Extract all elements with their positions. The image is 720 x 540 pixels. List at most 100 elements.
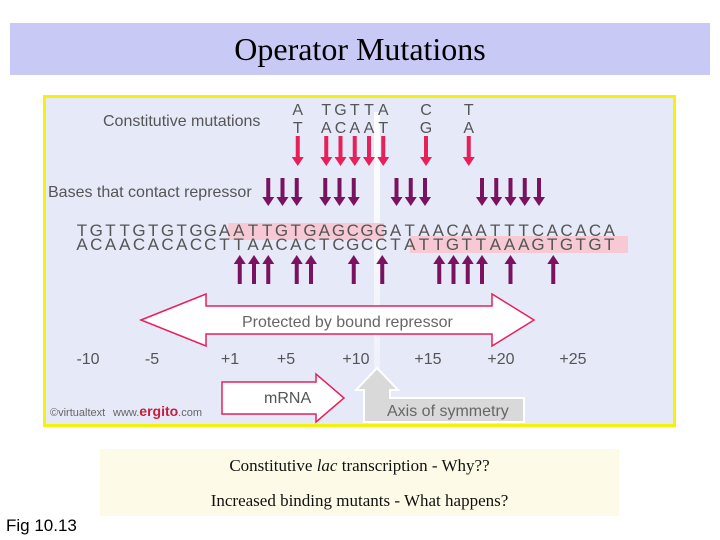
bottom-contact-arrow — [547, 255, 560, 284]
bottom-contact-arrow — [504, 255, 517, 284]
slide-title: Operator Mutations — [234, 30, 486, 67]
mutation-to: C — [335, 120, 347, 137]
title-bar: Operator Mutations — [10, 23, 710, 75]
bottom-base: C — [133, 235, 145, 254]
top-base: G — [132, 221, 145, 240]
symmetry-axis-line — [374, 112, 380, 402]
top-base: A — [433, 221, 445, 240]
caption-line-1-pre: Constitutive — [229, 456, 317, 475]
top-base: A — [390, 221, 402, 240]
top-base: A — [475, 221, 487, 240]
top-base: C — [560, 221, 572, 240]
operator-diagram: Constitutive mutations Bases that contac… — [43, 95, 676, 427]
top-base: G — [332, 221, 345, 240]
top-contact-arrow — [347, 178, 360, 206]
bottom-base: C — [275, 235, 287, 254]
position-label: -5 — [145, 351, 159, 368]
mutation-arrow — [377, 136, 390, 166]
bottom-base: T — [234, 235, 244, 254]
top-contact-arrow — [404, 178, 417, 206]
position-scale: -10 -5 +1 +5 +10 +15 +20 +25 — [76, 351, 586, 368]
top-base: T — [120, 221, 130, 240]
top-base: C — [589, 221, 601, 240]
top-base: C — [446, 221, 458, 240]
bottom-base: T — [390, 235, 400, 254]
bottom-base: G — [560, 235, 573, 254]
bottom-highlight-right — [410, 236, 628, 253]
mutation-arrow — [462, 136, 475, 166]
top-base: A — [219, 221, 231, 240]
mutation-arrow — [363, 136, 375, 166]
bottom-base: A — [247, 235, 259, 254]
position-label: +10 — [342, 351, 369, 368]
bottom-contact-arrow — [290, 255, 303, 284]
position-label: +15 — [414, 351, 441, 368]
top-base: G — [303, 221, 316, 240]
top-base: T — [77, 221, 87, 240]
top-base: G — [375, 221, 388, 240]
mutation-to: G — [420, 120, 432, 137]
top-base: T — [148, 221, 158, 240]
bottom-base: G — [346, 235, 359, 254]
bottom-base: A — [262, 235, 274, 254]
top-base: T — [405, 221, 415, 240]
top-base: A — [575, 221, 587, 240]
mutation-to: A — [349, 120, 360, 137]
top-base: A — [319, 221, 331, 240]
contact-bases-label: Bases that contact repressor — [48, 184, 252, 201]
mutation-to: A — [364, 120, 375, 137]
position-label: -10 — [76, 351, 99, 368]
top-contact-arrow — [533, 178, 545, 206]
bottom-contact-arrows — [233, 255, 560, 284]
bottom-base: T — [433, 235, 443, 254]
bottom-base: C — [375, 235, 387, 254]
top-highlight-left — [228, 223, 384, 240]
bottom-base: A — [518, 235, 530, 254]
credit-url-brand: ergito — [139, 403, 178, 419]
protected-region-arrow — [138, 292, 536, 348]
credit-url-prefix: www. — [112, 407, 139, 419]
top-contact-arrow — [504, 178, 517, 206]
top-base: G — [204, 221, 217, 240]
bottom-base: T — [319, 235, 329, 254]
top-contact-arrow — [518, 178, 531, 206]
mutation-to: T — [378, 120, 388, 137]
mutation-arrow — [334, 136, 347, 166]
mutation-from: T — [321, 102, 331, 119]
top-base: T — [105, 221, 115, 240]
mutation-from: T — [464, 102, 474, 119]
bottom-contact-arrow — [347, 255, 360, 284]
bottom-base: A — [119, 235, 131, 254]
mutation-from: C — [420, 102, 432, 119]
caption-line-1-post: transcription - Why?? — [337, 456, 490, 475]
mutation-from: A — [378, 102, 389, 119]
bottom-contact-arrow — [305, 255, 317, 284]
mutation-arrows — [291, 136, 475, 166]
diagram-canvas: Constitutive mutations Bases that contac… — [48, 102, 628, 424]
top-base: G — [90, 221, 103, 240]
top-base: A — [233, 221, 245, 240]
bottom-contact-arrow — [447, 255, 460, 284]
bottom-base: A — [148, 235, 160, 254]
top-base: A — [547, 221, 559, 240]
mutation-to: A — [463, 120, 474, 137]
protected-label: Protected by bound repressor — [242, 314, 453, 331]
bottom-base: T — [462, 235, 472, 254]
caption-line-1: Constitutive lac transcription - Why?? — [100, 456, 619, 476]
position-label: +1 — [221, 351, 239, 368]
top-contact-arrow — [262, 178, 275, 206]
bottom-base: C — [190, 235, 202, 254]
top-base: T — [490, 221, 500, 240]
top-base: T — [248, 221, 258, 240]
mrna-label: mRNA — [264, 390, 311, 407]
credit-url: www.ergito.com — [112, 403, 202, 419]
bottom-base: G — [446, 235, 459, 254]
top-base: T — [262, 221, 272, 240]
symmetry-label: Axis of symmetry — [387, 403, 509, 420]
bottom-base: T — [576, 235, 586, 254]
bottom-contact-arrow — [233, 255, 246, 284]
bottom-base: A — [490, 235, 502, 254]
bottom-base: T — [604, 235, 614, 254]
mutation-arrow — [320, 136, 333, 166]
